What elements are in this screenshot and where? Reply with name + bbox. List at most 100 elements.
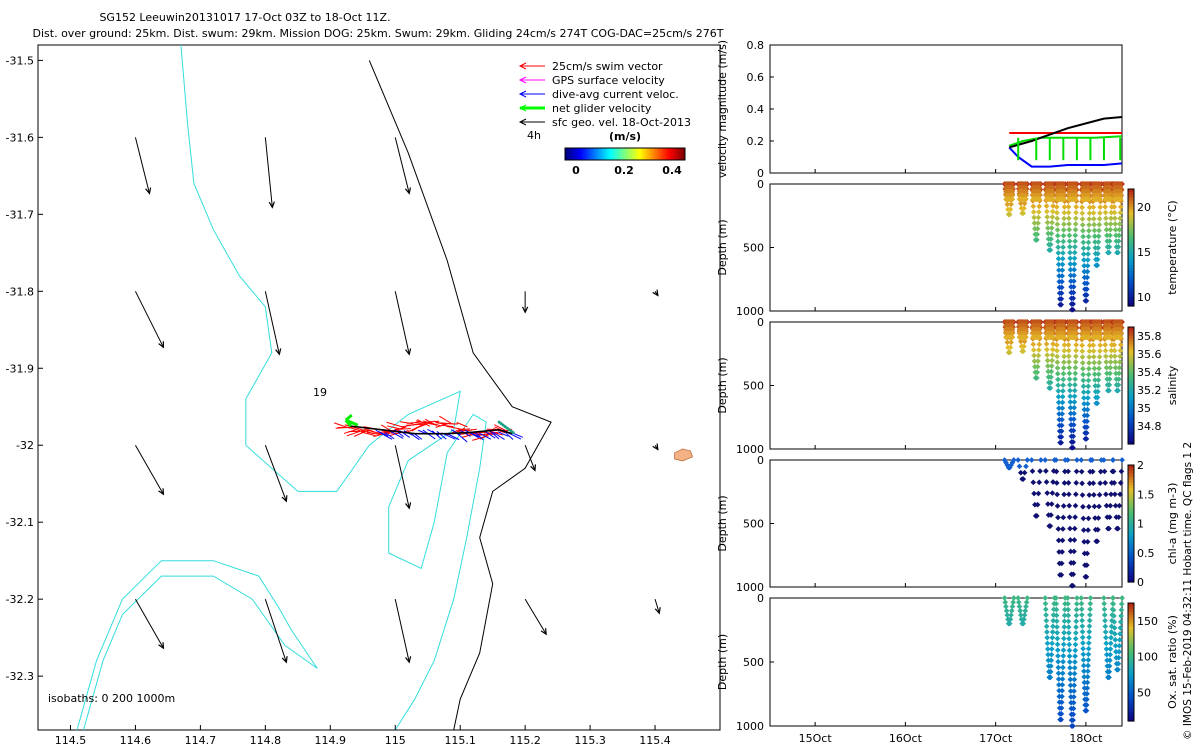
profile-point [1058, 572, 1065, 578]
colorbar-cell [599, 148, 602, 160]
profile-point [1096, 354, 1103, 360]
profile-point [1095, 250, 1101, 257]
colorbar-cell [613, 148, 616, 160]
colorbar-cell [1128, 353, 1134, 357]
profile-point [1048, 501, 1055, 507]
profile-point [1091, 233, 1098, 240]
colorbar-cell [623, 148, 626, 160]
profile-point [1085, 233, 1092, 240]
profile-point [1095, 515, 1102, 521]
colorbar-cell [1128, 700, 1134, 704]
colorbar-cell [647, 148, 650, 160]
colorbar-cell [1128, 250, 1134, 254]
profile-point [1008, 607, 1015, 614]
profile-point [1117, 631, 1123, 637]
profile-point [1044, 352, 1051, 358]
profile-point [1064, 457, 1071, 463]
profile-point [1111, 480, 1118, 486]
profile-point [1065, 209, 1072, 216]
legend-arrowhead [518, 76, 527, 84]
colorbar-cell [1128, 709, 1134, 713]
profile-point [1084, 268, 1091, 275]
profile-point [1073, 480, 1080, 486]
colorbar-label: temperature (°C) [1166, 200, 1179, 294]
profile-point [1086, 354, 1093, 360]
profile-point [1055, 261, 1062, 268]
profile-point [1049, 208, 1056, 215]
geo-vector-head [530, 464, 537, 472]
profile-point [1107, 226, 1114, 233]
profile-point [1016, 463, 1023, 470]
colorbar-cell [1128, 703, 1134, 707]
colorbar-frame [1127, 326, 1135, 445]
profile-point [1115, 376, 1122, 382]
profile-point [1086, 334, 1092, 341]
profile-point [1015, 595, 1021, 601]
profile-point [1090, 342, 1097, 349]
profile-point [1066, 382, 1073, 388]
profile-point [1086, 634, 1092, 641]
profile-point [1080, 527, 1087, 533]
colorbar-cell [597, 148, 600, 160]
profile-point [1079, 617, 1085, 624]
profile-point [1030, 203, 1037, 210]
colorbar-cell [1128, 691, 1134, 696]
profile-point [1095, 383, 1101, 389]
profile-point [1059, 255, 1066, 262]
profile-point [1058, 434, 1065, 440]
profile-point [1106, 382, 1113, 388]
profile-point [1067, 548, 1074, 555]
geo-vector-head [158, 488, 165, 496]
colorbar-frame [1127, 602, 1135, 722]
profile-point [1020, 620, 1027, 627]
colorbar-cell [1128, 712, 1134, 716]
swim-vector [440, 422, 459, 425]
profile-point [1080, 515, 1087, 522]
colorbar-cell [1128, 262, 1134, 266]
colorbar-cell [1128, 611, 1134, 616]
profile-point [1072, 641, 1079, 648]
colorbar-cell [1128, 514, 1134, 519]
profile-point [1049, 357, 1055, 364]
profile-point [1094, 256, 1101, 263]
colorbar-cell [1128, 388, 1134, 392]
profile-point [1106, 238, 1113, 244]
profile-point [1053, 204, 1060, 210]
colorbar-cell [1128, 238, 1134, 243]
profile-point [1096, 365, 1102, 372]
colorbar-cell [1128, 549, 1134, 554]
profile-point [1029, 468, 1036, 475]
colorbar-cell [1128, 491, 1134, 495]
colorbar-cell [629, 148, 632, 160]
colorbar-cell [579, 148, 582, 160]
profile-point [1084, 280, 1090, 287]
profile-point [1112, 631, 1118, 637]
profile-point [1017, 612, 1024, 618]
profile-point [1085, 668, 1091, 675]
colorbar-cell [1128, 235, 1134, 240]
profile-point [1061, 221, 1067, 228]
swim-vector [442, 424, 454, 428]
profile-point [1081, 679, 1088, 686]
profile-point [1084, 400, 1091, 407]
profile-point [1050, 617, 1057, 624]
profile-point [1058, 560, 1065, 567]
colorbar-cell [1128, 423, 1134, 428]
profile-point [1112, 221, 1119, 227]
colorbar-cell [681, 148, 684, 160]
track-point [511, 431, 515, 435]
profile-point [1031, 214, 1037, 221]
profile-point [1087, 606, 1093, 613]
profile-point [1080, 371, 1086, 378]
colorbar-cell [1128, 647, 1134, 651]
y-tick-label: 0 [757, 592, 764, 605]
colorbar-cell [621, 148, 624, 160]
legend-label: dive-avg current veloc. [552, 88, 679, 101]
profile-point [1097, 334, 1103, 341]
profile-point [1084, 690, 1090, 697]
profile-point [1079, 360, 1086, 366]
profile-point [1065, 468, 1071, 475]
colorbar-cell [589, 148, 592, 160]
current-vector [455, 431, 468, 443]
profile-point [1055, 388, 1062, 394]
